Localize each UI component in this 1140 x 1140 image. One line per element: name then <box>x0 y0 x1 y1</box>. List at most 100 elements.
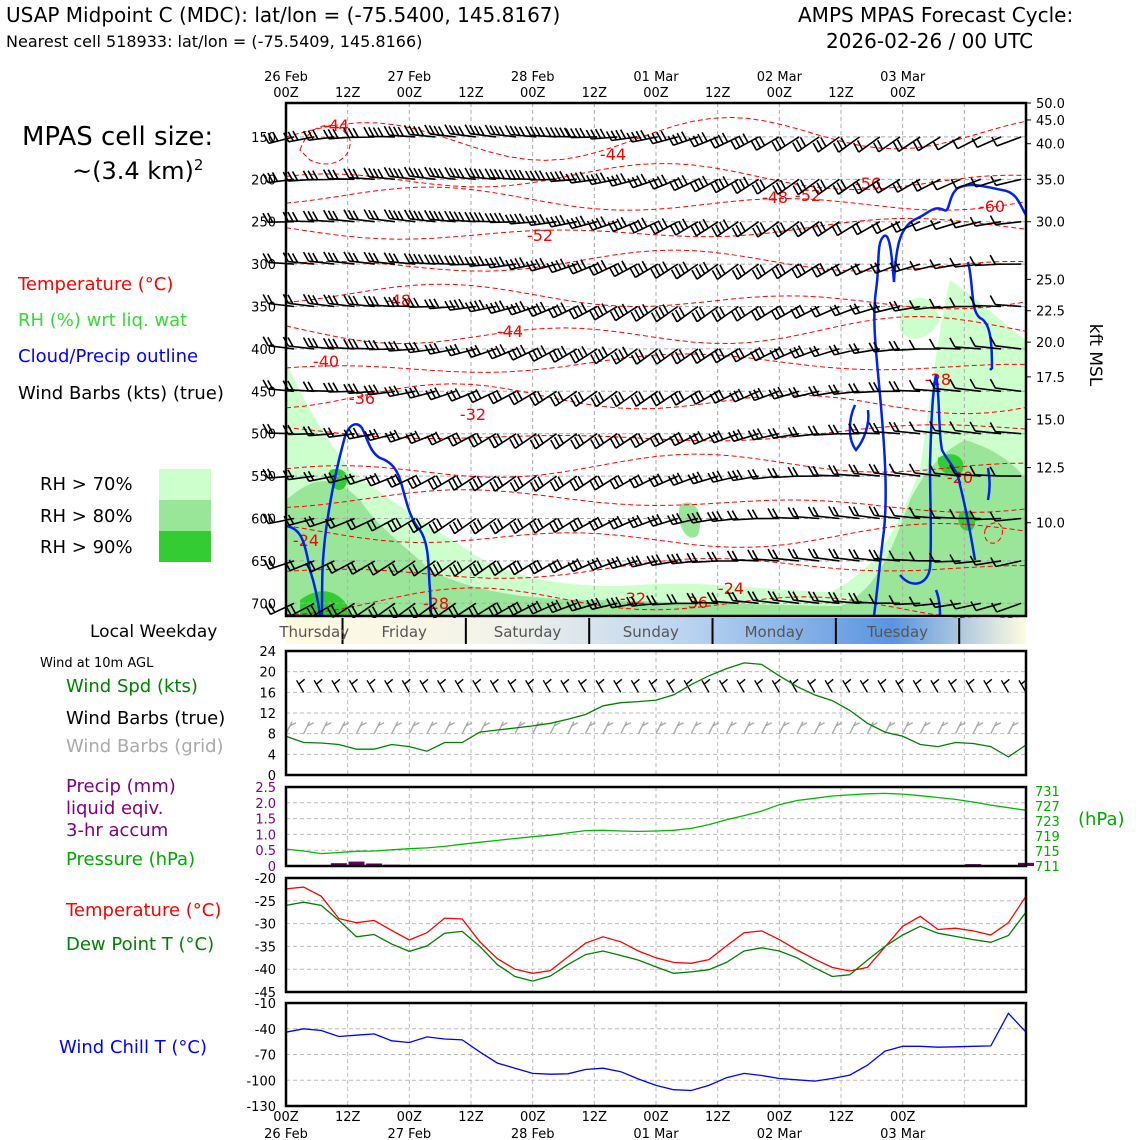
isotherm <box>285 163 1027 191</box>
temp-tick-label: -45 <box>255 986 276 1001</box>
precip-bar <box>348 861 365 866</box>
weekday-name: Thursday <box>278 623 349 641</box>
windchill-tick-label: -130 <box>246 1100 276 1115</box>
isotherm-label: -48 <box>385 291 411 310</box>
pressure-unit-label: (hPa) <box>1078 809 1125 830</box>
upper-wind-barbs <box>262 124 1022 620</box>
top-date-label: 27 Feb <box>387 70 431 85</box>
bottom-time-tick: 12Z <box>828 1110 854 1125</box>
wind-barbs-grid-legend: Wind Barbs (grid) <box>66 736 224 757</box>
temp-tick-label: -25 <box>255 895 276 910</box>
top-time-tick: 12Z <box>582 86 608 101</box>
temperature-line <box>285 886 1027 974</box>
wind10-tick-label: 8 <box>268 728 276 743</box>
bottom-date-label: 02 Mar <box>757 1127 803 1140</box>
precip-tick-label: 2.0 <box>255 797 276 812</box>
rh70-region-2 <box>900 297 940 339</box>
top-time-tick: 12Z <box>705 86 731 101</box>
top-date-label: 02 Mar <box>757 70 803 85</box>
top-date-label: 03 Mar <box>880 70 926 85</box>
cell-size-value: ~(3.4 km)2 <box>72 156 203 185</box>
isotherm <box>285 217 1027 240</box>
bottom-date-label: 03 Mar <box>880 1127 926 1140</box>
top-time-tick: 12Z <box>458 86 484 101</box>
wind10-frame <box>284 649 1028 777</box>
kft-tick-label: 22.5 <box>1036 305 1065 320</box>
weekday-day-night-bar <box>286 618 1026 644</box>
isotherm-label: -48 <box>762 188 788 207</box>
isotherm-label: -44 <box>497 322 523 341</box>
isotherm <box>285 522 1027 548</box>
top-time-tick: 00Z <box>890 86 916 101</box>
top-date-label: 28 Feb <box>511 70 555 85</box>
bottom-time-tick: 00Z <box>767 1110 793 1125</box>
precip-bar <box>366 863 383 866</box>
bottom-date-label: 27 Feb <box>387 1127 431 1140</box>
pressure-legend: Pressure (hPa) <box>66 849 196 870</box>
cell-size-exponent: 2 <box>193 156 204 174</box>
wind10-grid-barbs <box>286 721 1026 735</box>
pressure-line <box>285 792 1027 855</box>
isotherm-label: -40 <box>313 352 339 371</box>
isotherm-closed <box>299 124 351 165</box>
isotherm <box>285 283 1027 310</box>
precip-tick-label: 0.5 <box>255 844 276 859</box>
pressure-tick-label: 719 <box>1035 830 1060 845</box>
cloud-outline <box>899 374 977 585</box>
bottom-time-tick: 12Z <box>705 1110 731 1125</box>
pressure-tick-label: 715 <box>1035 845 1060 860</box>
kft-tick-label: 10.0 <box>1036 517 1065 532</box>
isotherm-label: -44 <box>600 145 626 164</box>
windchill-tick-label: -70 <box>255 1049 276 1064</box>
legend-rh: RH (%) wrt liq. wat <box>18 310 188 331</box>
bottom-time-tick: 00Z <box>890 1110 916 1125</box>
cloud-outline <box>934 589 942 617</box>
legend-rh90: RH > 90% <box>40 537 133 558</box>
weekday-name: Friday <box>381 623 427 641</box>
wind10-tick-label: 16 <box>259 686 276 701</box>
pressure-tick-label: 723 <box>1035 815 1060 830</box>
forecast-cycle-date: 2026-02-26 / 00 UTC <box>826 29 1034 53</box>
wind10-tick-label: 20 <box>259 666 276 681</box>
wind10-title: Wind at 10m AGL <box>40 656 154 671</box>
kft-tick-label: 35.0 <box>1036 173 1065 188</box>
wind-speed-legend: Wind Spd (kts) <box>66 676 198 697</box>
precip-tick-label: 1.5 <box>255 813 276 828</box>
legend-rh70: RH > 70% <box>40 474 133 495</box>
bottom-time-tick: 00Z <box>273 1110 299 1125</box>
bottom-date-label: 01 Mar <box>633 1127 679 1140</box>
isotherm <box>285 353 1027 373</box>
wind10-tick-label: 4 <box>268 748 276 763</box>
cell-size-number: ~(3.4 km) <box>72 157 194 185</box>
pressure-tick-label: 250 <box>251 216 276 231</box>
windchill-tick-label: -100 <box>246 1074 276 1089</box>
bottom-date-label: 28 Feb <box>511 1127 555 1140</box>
top-time-tick: 12Z <box>335 86 361 101</box>
isotherm-label: -52 <box>527 226 553 245</box>
wind10-tick-label: 12 <box>259 707 276 722</box>
wind10-tick-label: 24 <box>259 645 276 660</box>
cell-size-title: MPAS cell size: <box>22 122 214 152</box>
kft-axis-label: kft MSL <box>1085 324 1105 387</box>
temp-tick-label: -35 <box>255 940 276 955</box>
legend-rh80-swatch <box>159 500 211 531</box>
precip-legend-1: Precip (mm) <box>66 776 176 797</box>
temp-tick-label: -20 <box>255 872 276 887</box>
isotherm <box>285 186 1027 211</box>
pressure-tick-label: 650 <box>251 555 276 570</box>
weekday-name: Saturday <box>494 623 562 641</box>
bottom-time-tick: 00Z <box>643 1110 669 1125</box>
windchill-tick-label: -10 <box>255 997 276 1012</box>
wind10-barbs-group <box>286 678 1026 735</box>
cloud-outline <box>986 467 991 501</box>
top-time-tick: 00Z <box>767 86 793 101</box>
wind10-true-barbs <box>286 678 1026 693</box>
wind-barbs-true-legend: Wind Barbs (true) <box>66 708 226 729</box>
pressure-tick-label: 727 <box>1035 800 1060 815</box>
weekday-name: Sunday <box>623 623 679 641</box>
wind-speed-line <box>285 662 1027 758</box>
pressure-tick-label: 150 <box>251 131 276 146</box>
temp-tick-label: -30 <box>255 918 276 933</box>
kft-tick-label: 17.5 <box>1036 371 1065 386</box>
kft-tick-label: 30.0 <box>1036 216 1065 231</box>
